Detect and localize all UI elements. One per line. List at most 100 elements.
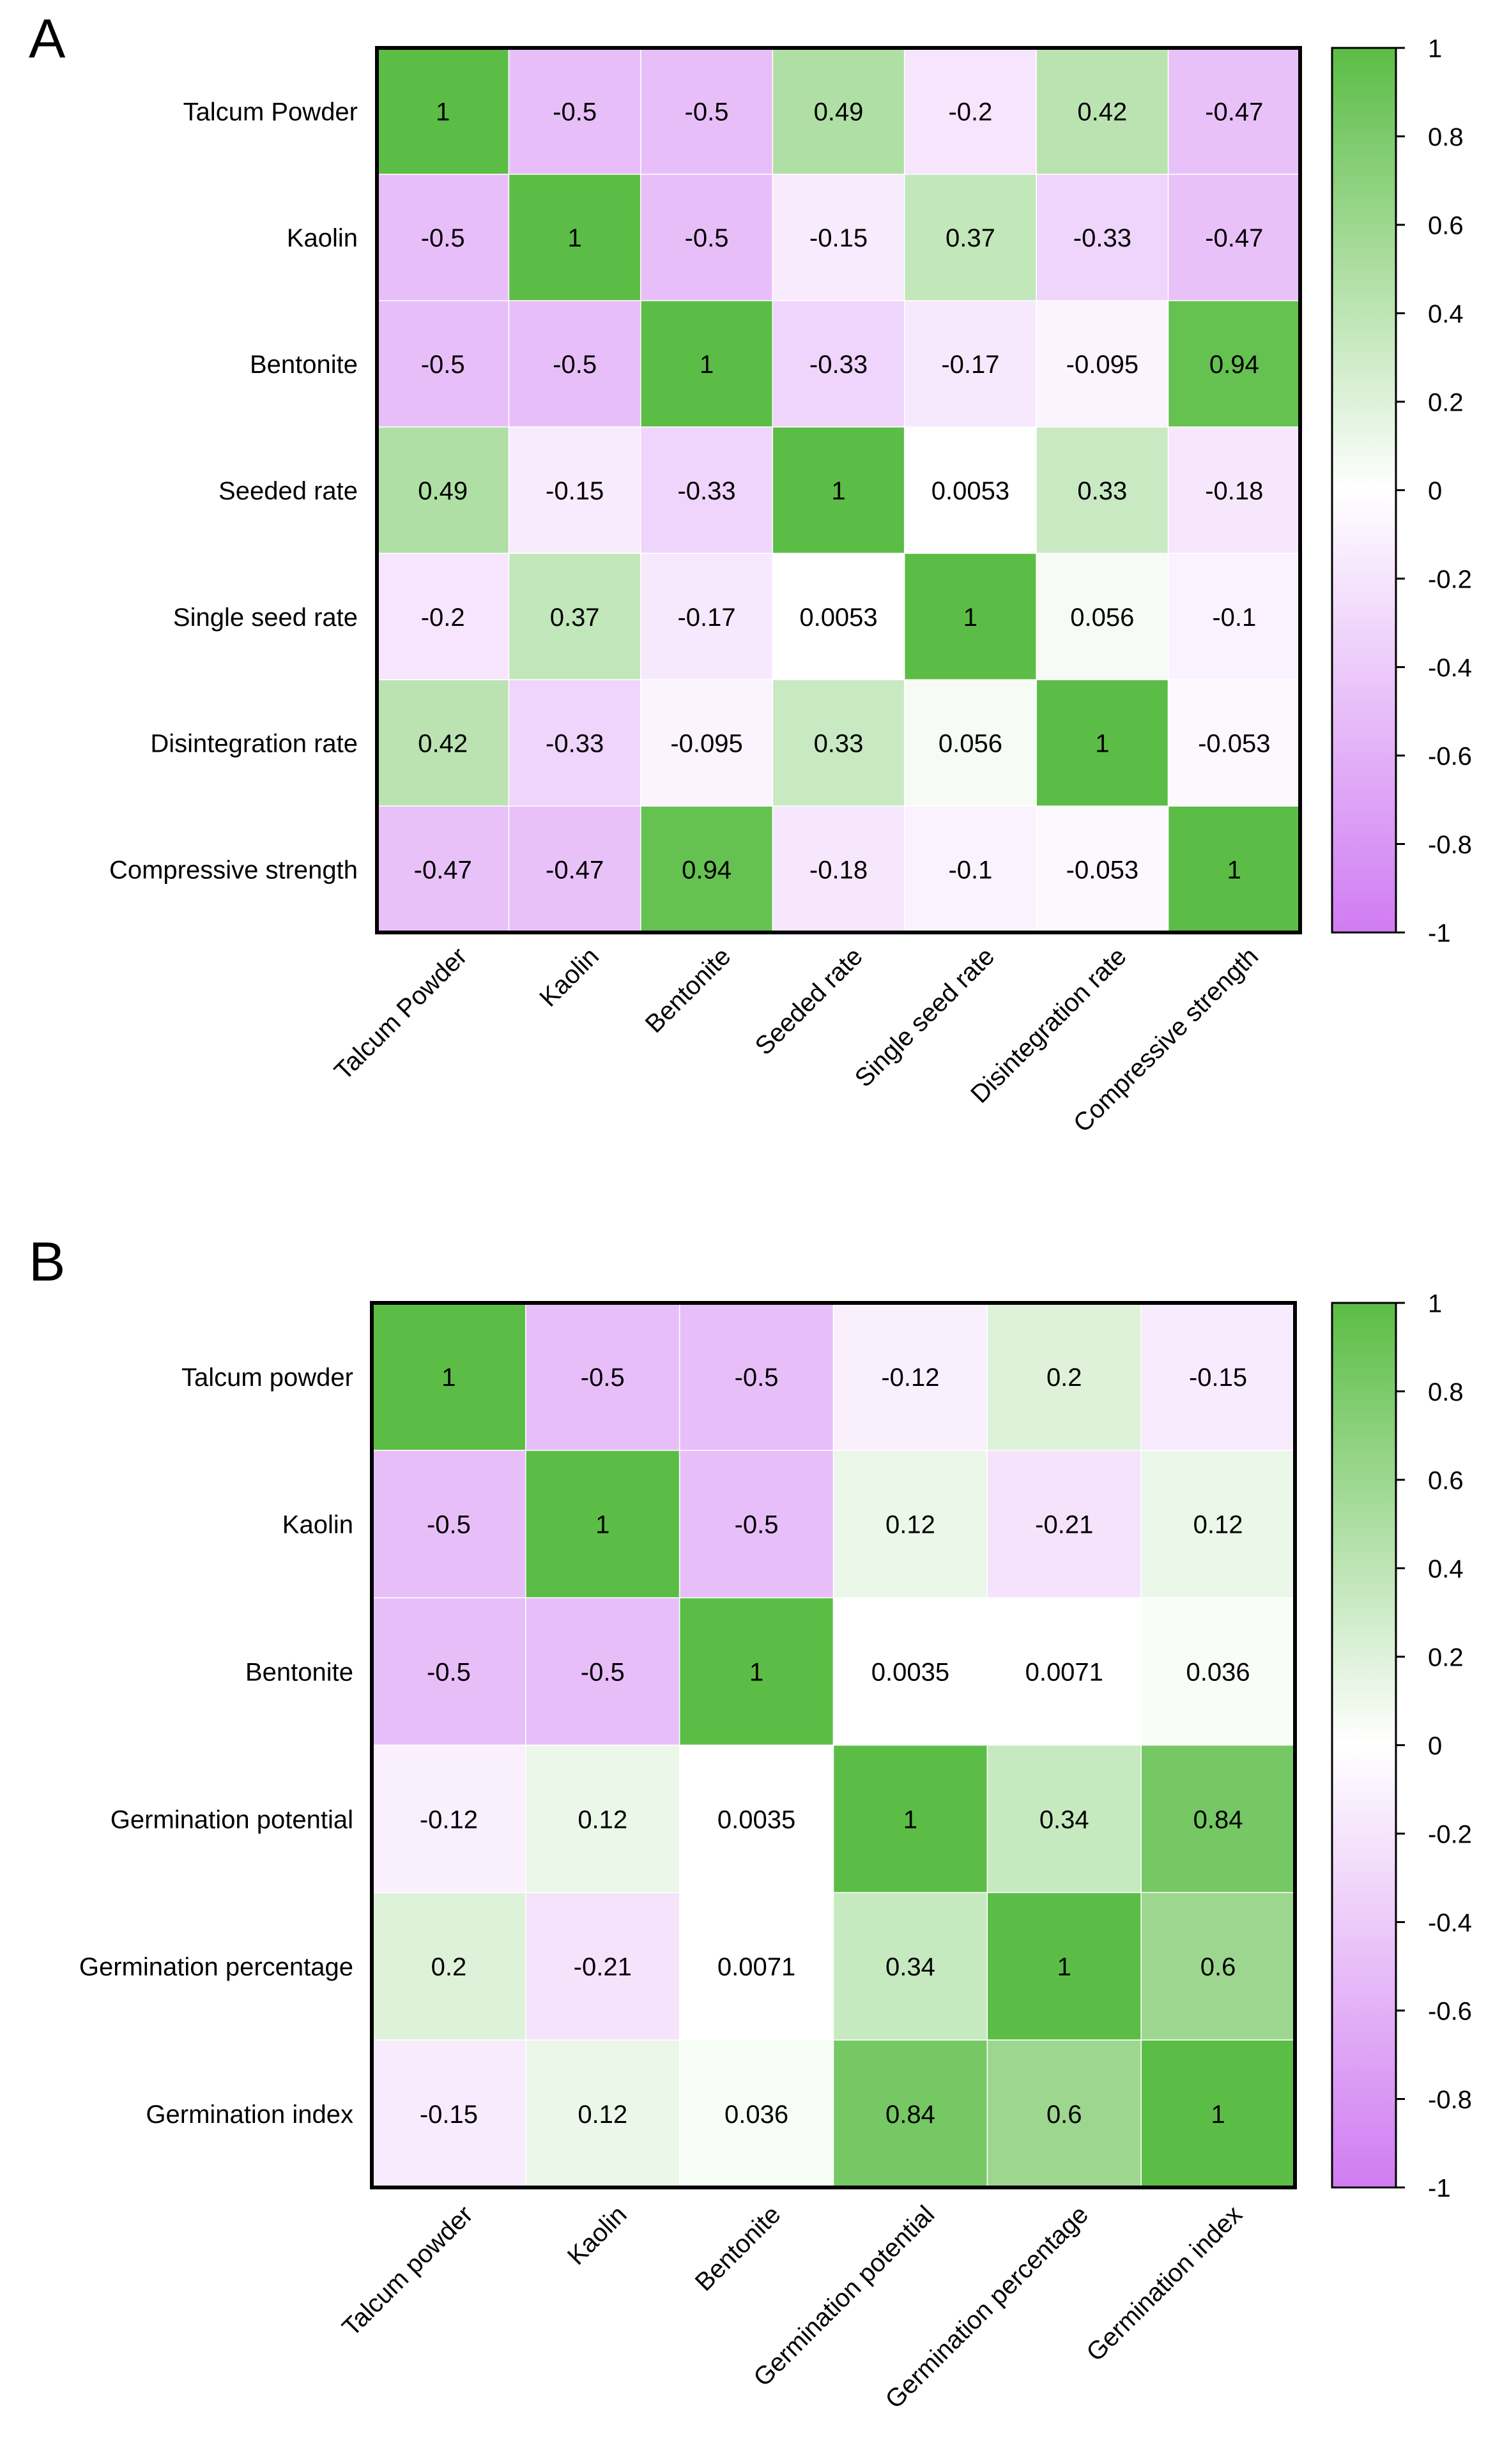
- panel-0-cell-r1-c6: [1167, 174, 1301, 301]
- panel-1-cell-r2-c1: [525, 1597, 680, 1746]
- panel-1-cell-r3-c5: [1140, 1744, 1296, 1894]
- panel-1-cell-label-r4-c3: 0.34: [885, 1953, 935, 1981]
- panel-0-cell-r5-c4: [903, 679, 1037, 807]
- panel-1-cell-r4-c5: [1140, 1892, 1296, 2041]
- panel-0-cell-label-r1-c6: -0.47: [1205, 224, 1263, 252]
- panel-1-cell-label-r1-c2: -0.5: [735, 1511, 779, 1539]
- panel-0-cell-label-r2-c4: -0.17: [941, 351, 999, 379]
- panel-0-cell-r2-c5: [1036, 300, 1169, 428]
- panel-0-cell-label-r3-c1: -0.15: [546, 477, 604, 505]
- panel-1-cell-label-r3-c3: 1: [903, 1806, 917, 1834]
- panel-0-cell-label-r0-c3: 0.49: [814, 98, 864, 126]
- panel-0-colorbar-tick-label-3: 0.4: [1428, 300, 1464, 328]
- panel-1-cell-r4-c4: [986, 1892, 1142, 2041]
- panel-1-cell-r4-c1: [525, 1892, 680, 2041]
- panel-1-row-label-4: Germination percentage: [79, 1953, 353, 1981]
- panel-0-cell-r2-c6: [1167, 300, 1301, 428]
- panel-0-cell-label-r1-c5: -0.33: [1073, 224, 1131, 252]
- panel-0-cell-label-r3-c0: 0.49: [418, 477, 468, 505]
- panel-1-cell-label-r2-c3: 0.0035: [871, 1658, 949, 1686]
- panel-0-cell-r3-c6: [1167, 426, 1301, 554]
- panel-1-cell-r4-c2: [678, 1892, 834, 2041]
- panel-1-cell-r2-c4: [986, 1597, 1142, 1746]
- panel-0-cell-r5-c2: [640, 679, 774, 807]
- panel-1-cell-r1-c4: [986, 1450, 1142, 1599]
- panel-1-colorbar-tick-label-9: -0.8: [1428, 2086, 1472, 2114]
- panel-1-cell-r2-c5: [1140, 1597, 1296, 1746]
- panel-0-cell-label-r6-c0: -0.47: [414, 856, 472, 884]
- panel-1-cell-label-r0-c4: 0.2: [1046, 1364, 1082, 1392]
- panel-1-colorbar: [1331, 1302, 1397, 2189]
- panel-0-colorbar-tick-label-10: -1: [1428, 919, 1451, 947]
- panel-1-cell-label-r3-c4: 0.34: [1039, 1806, 1089, 1834]
- panel-1-cell-label-r5-c2: 0.036: [724, 2101, 788, 2129]
- panel-0-cell-r4-c2: [640, 552, 774, 681]
- panel-1-cell-r4-c0: [371, 1892, 526, 2041]
- panel-0-colorbar-tick-label-8: -0.6: [1428, 742, 1472, 770]
- panel-0-cell-label-r2-c0: -0.5: [421, 351, 465, 379]
- panel-0-cell-r0-c3: [772, 47, 905, 175]
- panel-0-cell-label-r1-c0: -0.5: [421, 224, 465, 252]
- panel-0-cell-label-r2-c5: -0.095: [1066, 351, 1138, 379]
- panel-0-cell-label-r4-c6: -0.1: [1212, 604, 1256, 632]
- panel-0-cell-label-r2-c3: -0.33: [809, 351, 868, 379]
- panel-1-cell-r1-c2: [678, 1450, 834, 1599]
- panel-1-cell-r3-c3: [832, 1744, 988, 1894]
- panel-1-cell-label-r0-c0: 1: [441, 1364, 456, 1392]
- panel-1-cell-label-r1-c5: 0.12: [1193, 1511, 1243, 1539]
- panel-0-cell-label-r5-c3: 0.33: [814, 730, 864, 758]
- panel-1-panel-letter: B: [29, 1231, 65, 1293]
- panel-0-cell-r2-c3: [772, 300, 905, 428]
- panel-0-cell-label-r4-c3: 0.0053: [799, 604, 877, 632]
- panel-0-cell-label-r5-c0: 0.42: [418, 730, 468, 758]
- panel-0-colorbar-tick-label-5: 0: [1428, 477, 1442, 505]
- panel-1-cell-label-r2-c2: 1: [749, 1658, 763, 1686]
- panel-0-colorbar: [1331, 47, 1397, 934]
- panel-0-cell-label-r1-c1: 1: [568, 224, 582, 252]
- panel-0-cell-label-r4-c2: -0.17: [677, 604, 735, 632]
- panel-1-col-label-2: Bentonite: [690, 2200, 786, 2297]
- panel-0-cell-label-r6-c6: 1: [1227, 856, 1241, 884]
- panel-1-colorbar-tick-label-5: 0: [1428, 1732, 1442, 1760]
- panel-0-cell-label-r1-c3: -0.15: [809, 224, 868, 252]
- panel-1-colorbar-tick-label-2: 0.6: [1428, 1466, 1464, 1494]
- panel-1-cell-label-r5-c5: 1: [1211, 2101, 1225, 2129]
- panel-1-cell-r2-c2: [678, 1597, 834, 1746]
- panel-0-row-label-4: Single seed rate: [173, 604, 358, 632]
- panel-0-cell-label-r5-c4: 0.056: [939, 730, 1002, 758]
- panel-1-colorbar-tick-label-3: 0.4: [1428, 1555, 1464, 1583]
- panel-1-cell-label-r3-c0: -0.12: [420, 1806, 478, 1834]
- panel-0-cell-r2-c1: [508, 300, 641, 428]
- panel-0-cell-r1-c2: [640, 174, 774, 301]
- panel-1-cell-r2-c3: [832, 1597, 988, 1746]
- panel-0-cell-r6-c4: [903, 805, 1037, 933]
- panel-0-col-label-0: Talcum Powder: [329, 942, 472, 1085]
- panel-1-cell-r2-c0: [371, 1597, 526, 1746]
- panel-1-cell-r1-c5: [1140, 1450, 1296, 1599]
- panel-0-col-label-1: Kaolin: [534, 942, 604, 1012]
- panel-0-cell-label-r3-c6: -0.18: [1205, 477, 1263, 505]
- panel-0-cell-r4-c6: [1167, 552, 1301, 681]
- panel-1-col-label-1: Kaolin: [562, 2200, 632, 2270]
- panel-0-col-label-2: Bentonite: [640, 942, 737, 1038]
- panel-1-colorbar-tick-label-0: 1: [1428, 1289, 1442, 1318]
- panel-0-cell-r0-c0: [376, 47, 510, 175]
- panel-0-cell-label-r3-c4: 0.0053: [931, 477, 1009, 505]
- panel-1-cell-label-r0-c5: -0.15: [1189, 1364, 1247, 1392]
- panel-0-cell-label-r0-c6: -0.47: [1205, 98, 1263, 126]
- panel-1-cell-r0-c2: [678, 1302, 834, 1451]
- panel-1-cell-label-r3-c5: 0.84: [1193, 1806, 1243, 1834]
- panel-0-cell-label-r5-c5: 1: [1095, 730, 1109, 758]
- panel-0-cell-r3-c5: [1036, 426, 1169, 554]
- panel-0-row-label-0: Talcum Powder: [183, 98, 358, 126]
- panel-0-cell-label-r0-c0: 1: [436, 98, 450, 126]
- panel-0-cell-label-r4-c4: 1: [963, 604, 977, 632]
- panel-0-cell-r3-c1: [508, 426, 641, 554]
- panel-1-cell-label-r2-c4: 0.0071: [1025, 1658, 1103, 1686]
- panel-0-cell-label-r4-c5: 0.056: [1070, 604, 1134, 632]
- panel-1-row-label-5: Germination index: [146, 2101, 353, 2129]
- panel-1-colorbar-tick-label-7: -0.4: [1428, 1909, 1472, 1937]
- panel-0-cell-label-r3-c2: -0.33: [677, 477, 735, 505]
- panel-1-colorbar-tick-label-4: 0.2: [1428, 1643, 1464, 1671]
- panel-1-cell-label-r4-c4: 1: [1057, 1953, 1071, 1981]
